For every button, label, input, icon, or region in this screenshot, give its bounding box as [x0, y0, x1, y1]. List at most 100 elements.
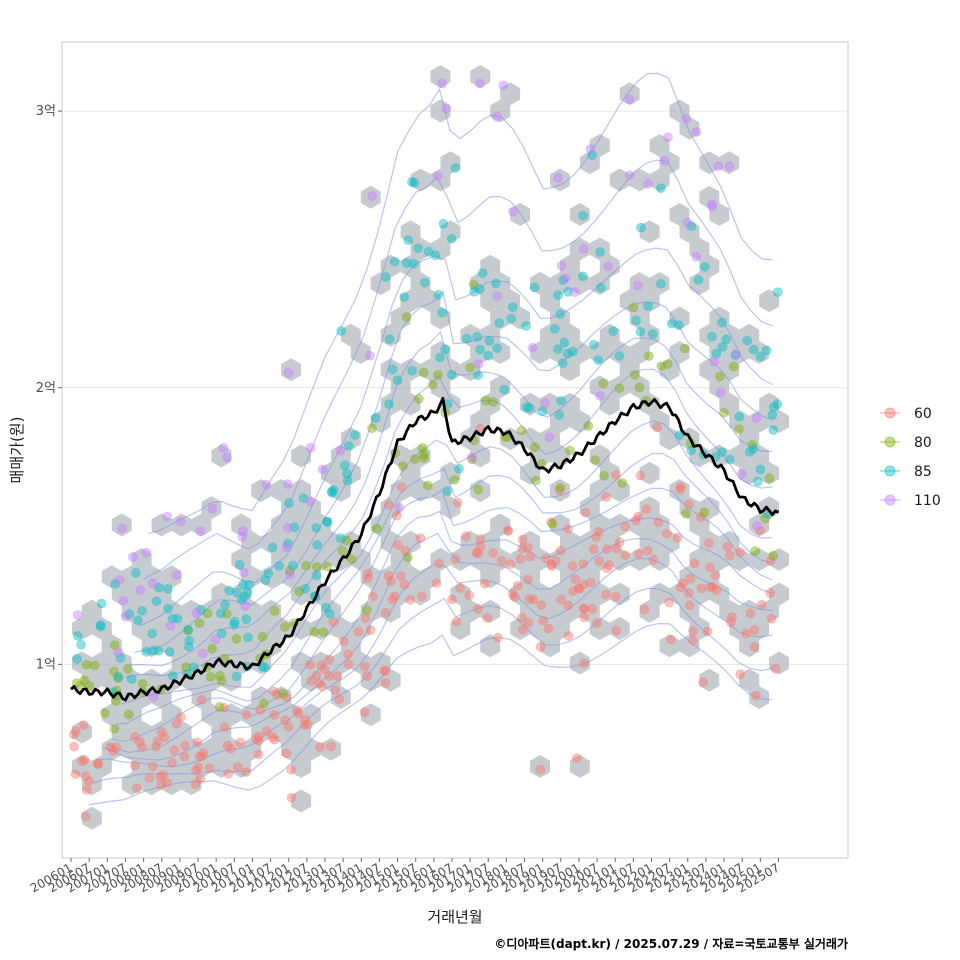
- hexbin-cell: [579, 565, 600, 589]
- point-80: [110, 696, 121, 706]
- point-80: [427, 379, 438, 390]
- point-60: [745, 608, 756, 619]
- point-110: [114, 575, 125, 585]
- point-85: [636, 222, 646, 233]
- point-85: [499, 384, 510, 395]
- point-60: [69, 741, 79, 752]
- hexbin-cell: [689, 237, 710, 261]
- hexbin-cell: [420, 358, 441, 382]
- point-60: [144, 773, 155, 783]
- point-85: [188, 662, 199, 673]
- hexbin-cell: [211, 755, 232, 778]
- point-85: [454, 463, 464, 474]
- point-60: [169, 745, 180, 756]
- hexbin-cell: [470, 410, 491, 433]
- point-110: [527, 342, 538, 353]
- point-60: [305, 659, 316, 670]
- hexbin-cell: [91, 651, 112, 675]
- point-85: [126, 674, 137, 684]
- point-60: [222, 740, 233, 751]
- point-80: [294, 586, 304, 597]
- point-60: [405, 594, 416, 605]
- hexbin-cell: [161, 565, 182, 589]
- hexbin-cell: [699, 496, 720, 520]
- point-60: [573, 583, 584, 593]
- hexbin-cell: [251, 651, 272, 675]
- hexbin-cell: [659, 151, 680, 175]
- point-60: [684, 600, 695, 611]
- hexbin-cell: [579, 151, 600, 175]
- point-85: [438, 218, 449, 229]
- y-tick-label: 1억: [36, 657, 56, 672]
- point-85: [433, 289, 444, 300]
- y-tick-label: 3억: [36, 104, 56, 119]
- point-80: [371, 523, 382, 534]
- hexbin-cell: [231, 548, 252, 571]
- point-85: [768, 425, 779, 435]
- hexbin-cell: [221, 634, 242, 658]
- point-60: [502, 525, 513, 536]
- point-85: [298, 493, 309, 504]
- point-80: [617, 478, 628, 488]
- hexbin-cell: [709, 375, 730, 399]
- point-110: [624, 170, 635, 181]
- point-60: [162, 778, 173, 788]
- hexbin-cell: [111, 651, 132, 675]
- hexbin-cell: [151, 617, 172, 640]
- point-80: [79, 675, 90, 686]
- hexbin-cell: [231, 582, 252, 606]
- point-85: [562, 348, 573, 359]
- point-60: [630, 515, 641, 526]
- point-80: [634, 382, 645, 393]
- point-60: [315, 742, 325, 752]
- hexbin-cell: [629, 272, 650, 295]
- point-85: [524, 402, 535, 413]
- point-60: [268, 686, 279, 697]
- point-85: [408, 258, 419, 269]
- hexbin-cell: [311, 651, 331, 675]
- point-60: [704, 538, 714, 548]
- point-60: [639, 604, 650, 615]
- point-80: [432, 369, 443, 380]
- hexbin-cell: [131, 548, 152, 571]
- point-85: [744, 446, 755, 457]
- point-60: [672, 532, 683, 543]
- point-85: [596, 282, 606, 293]
- point-110: [237, 532, 248, 542]
- point-110: [195, 526, 206, 536]
- point-80: [109, 724, 120, 734]
- hexbin-cell: [510, 548, 531, 571]
- point-85: [163, 603, 174, 614]
- point-60: [556, 594, 566, 605]
- hexbin-cell: [560, 254, 580, 278]
- hexbin-cell: [560, 358, 580, 382]
- point-85: [559, 337, 570, 348]
- point-110: [578, 243, 589, 254]
- hexbin-cell: [171, 651, 192, 675]
- point-85: [151, 596, 162, 607]
- point-85: [440, 344, 451, 355]
- point-85: [239, 591, 250, 602]
- point-85: [635, 326, 646, 337]
- point-85: [336, 326, 347, 336]
- hexbin-cell: [81, 668, 102, 692]
- hexbin-cell: [430, 99, 451, 123]
- point-110: [737, 468, 747, 479]
- point-85: [469, 286, 480, 297]
- point-85: [231, 671, 242, 682]
- hexbin-cell: [211, 720, 232, 744]
- point-60: [695, 512, 706, 522]
- scatter-points: [68, 78, 783, 822]
- point-80: [480, 395, 491, 406]
- point-110: [394, 502, 405, 513]
- legend-key-110: [884, 494, 896, 506]
- point-85: [553, 344, 563, 355]
- hexbin-cell: [241, 565, 262, 589]
- point-80: [734, 424, 744, 435]
- point-60: [689, 558, 700, 569]
- point-85: [110, 579, 120, 589]
- point-60: [147, 761, 158, 772]
- point-60: [517, 534, 528, 545]
- point-60: [330, 685, 341, 695]
- point-80: [205, 672, 216, 682]
